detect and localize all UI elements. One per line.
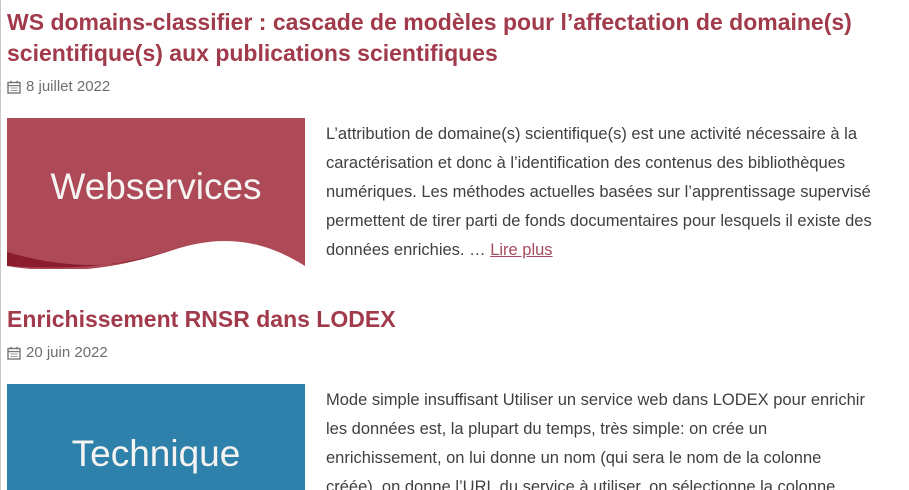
wave-shadow bbox=[7, 247, 179, 268]
read-more-link[interactable]: Lire plus bbox=[490, 241, 553, 259]
post-card: Enrichissement RNSR dans LODEX 20 juin 2… bbox=[7, 304, 909, 490]
post-thumbnail-technique[interactable]: Technique bbox=[7, 384, 305, 490]
post-excerpt: L’attribution de domaine(s) scientifique… bbox=[326, 120, 874, 265]
post-body: Webservices L’attribution de domaine(s) … bbox=[7, 118, 909, 269]
post-thumbnail-label: Technique bbox=[72, 433, 241, 474]
post-thumbnail-label: Webservices bbox=[50, 166, 261, 207]
post-meta: 20 juin 2022 bbox=[7, 344, 909, 361]
excerpt-text: Mode simple insuffisant Utiliser un serv… bbox=[326, 391, 865, 490]
left-border-rule bbox=[0, 0, 1, 490]
post-meta: 8 juillet 2022 bbox=[7, 78, 909, 95]
post-date: 8 juillet 2022 bbox=[26, 78, 111, 95]
post-card: WS domains-classifier : cascade de modèl… bbox=[7, 0, 909, 269]
post-excerpt: Mode simple insuffisant Utiliser un serv… bbox=[326, 386, 874, 490]
calendar-icon bbox=[7, 346, 21, 360]
calendar-icon bbox=[7, 80, 21, 94]
post-title-link[interactable]: WS domains-classifier : cascade de modèl… bbox=[7, 9, 852, 66]
post-body: Technique Mode simple insuffisant Utilis… bbox=[7, 384, 909, 490]
excerpt-text: L’attribution de domaine(s) scientifique… bbox=[326, 125, 872, 259]
post-title-link[interactable]: Enrichissement RNSR dans LODEX bbox=[7, 306, 396, 332]
post-thumbnail-webservices[interactable]: Webservices bbox=[7, 118, 305, 269]
wave-white bbox=[7, 241, 305, 269]
post-date: 20 juin 2022 bbox=[26, 344, 108, 361]
